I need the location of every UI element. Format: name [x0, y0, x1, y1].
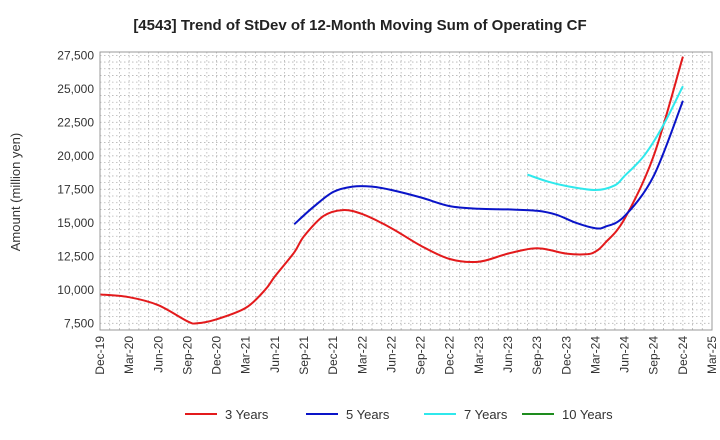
x-tick-label: Jun-20: [151, 336, 165, 373]
y-tick-label: 22,500: [57, 115, 94, 129]
series-lines: [99, 56, 684, 325]
x-tick-label: Jun-22: [384, 336, 398, 373]
x-tick-label: Mar-24: [588, 336, 602, 374]
plot-frame: [99, 51, 713, 331]
legend-item-3-years: 3 Years: [185, 407, 269, 422]
x-tick-label: Sep-20: [180, 336, 194, 375]
x-tick-label: Mar-22: [355, 336, 369, 374]
legend-item-5-years: 5 Years: [306, 407, 390, 422]
y-tick-label: 15,000: [57, 216, 94, 230]
x-tick-label: Sep-23: [530, 336, 544, 375]
x-tick-label: Mar-25: [705, 336, 719, 374]
x-tick-label: Dec-22: [443, 336, 457, 375]
legend-label: 3 Years: [225, 407, 269, 422]
series-line-5-years: [293, 100, 684, 230]
series-line-7-years: [527, 85, 684, 192]
x-tick-label: Dec-20: [210, 336, 224, 375]
y-tick-label: 7,500: [64, 316, 94, 330]
x-tick-label: Mar-23: [472, 336, 486, 374]
legend-label: 10 Years: [562, 407, 613, 422]
x-tick-label: Sep-22: [414, 336, 428, 375]
x-tick-label: Jun-23: [501, 336, 515, 373]
y-tick-label: 27,500: [57, 48, 94, 62]
x-tick-label: Dec-24: [676, 336, 690, 375]
x-tick-label: Jun-21: [268, 336, 282, 373]
legend-label: 7 Years: [464, 407, 508, 422]
x-tick-label: Dec-21: [326, 336, 340, 375]
y-tick-label: 12,500: [57, 249, 94, 263]
x-tick-labels: Dec-19 Mar-20 Jun-20 Sep-20 Dec-20 Mar-21 Jun-…: [93, 336, 719, 375]
y-tick-label: 10,000: [57, 283, 94, 297]
y-tick-label: 17,500: [57, 182, 94, 196]
grid: [99, 52, 713, 331]
x-tick-label: Mar-21: [239, 336, 253, 374]
y-tick-label: 25,000: [57, 82, 94, 96]
y-tick-label: 20,000: [57, 149, 94, 163]
y-tick-labels: 7,500 10,000 12,500 15,000 17,500 20,000 22,50…: [57, 48, 94, 330]
x-tick-label: Dec-23: [559, 336, 573, 375]
legend-label: 5 Years: [346, 407, 390, 422]
chart-title: [4543] Trend of StDev of 12-Month Moving…: [133, 17, 586, 34]
x-tick-label: Mar-20: [122, 336, 136, 374]
legend-item-7-years: 7 Years: [424, 407, 508, 422]
y-axis-label: Amount (million yen): [8, 133, 23, 252]
x-tick-label: Sep-21: [297, 336, 311, 375]
x-tick-label: Dec-19: [93, 336, 107, 375]
legend: 3 Years 5 Years 7 Years 10 Years: [185, 407, 613, 422]
x-tick-label: Jun-24: [618, 336, 632, 373]
x-tick-label: Sep-24: [647, 336, 661, 375]
legend-item-10-years: 10 Years: [522, 407, 613, 422]
series-line-3-years: [99, 56, 684, 325]
